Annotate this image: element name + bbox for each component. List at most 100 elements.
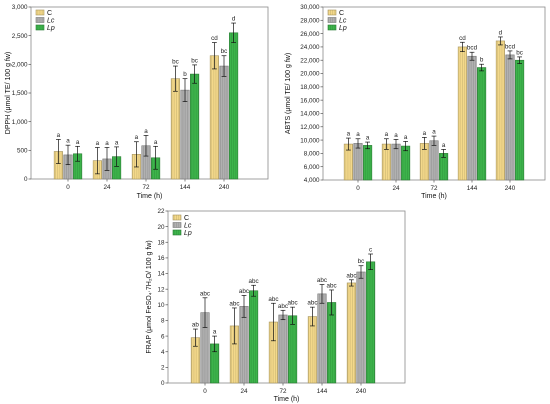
legend-swatch-lc	[35, 17, 45, 23]
x-tick-label: 0	[66, 184, 70, 191]
y-tick-label: 0	[161, 380, 165, 387]
significance-letter: bc	[191, 57, 198, 64]
y-tick-label: 18	[157, 239, 165, 246]
y-axis-title: ABTS (μmol TE/ 100 g fw)	[285, 53, 292, 134]
significance-letter: a	[404, 134, 408, 141]
significance-letter: abc	[346, 272, 356, 279]
y-tick-label: 22	[157, 208, 165, 215]
significance-letter: a	[154, 139, 158, 146]
x-tick-label: 144	[317, 388, 328, 395]
legend-label-lc: Lc	[47, 18, 55, 25]
bar-c-240	[495, 40, 505, 181]
y-tick-label: 30,000	[300, 4, 320, 11]
legend-swatch-c	[327, 9, 337, 16]
significance-letter: a	[96, 140, 100, 147]
x-tick-label: 240	[356, 388, 367, 395]
significance-letter: bcd	[467, 45, 478, 52]
significance-letter: a	[115, 139, 119, 146]
y-tick-label: 6,000	[304, 164, 320, 171]
x-axis-title: Time (h)	[421, 193, 447, 200]
significance-letter: abc	[200, 290, 210, 297]
y-tick-label: 26,000	[300, 31, 320, 38]
y-tick-label: 500	[17, 148, 28, 155]
y-tick-label: 22,000	[300, 57, 320, 64]
x-tick-label: 72	[142, 184, 150, 191]
legend-swatch-c	[172, 214, 182, 221]
frap-chart: 02468101214161820220ababca24abcabcabc72a…	[146, 208, 406, 403]
significance-letter: c	[369, 247, 372, 254]
significance-letter: a	[66, 138, 70, 145]
significance-letter: bcd	[505, 43, 516, 50]
legend-swatch-lc	[172, 222, 182, 228]
x-tick-label: 240	[505, 185, 516, 192]
legend-label-c: C	[339, 10, 344, 17]
significance-letter: a	[366, 135, 370, 142]
x-axis-title: Time (h)	[274, 396, 300, 403]
significance-letter: abc	[239, 288, 249, 295]
x-tick-label: 24	[240, 388, 248, 395]
bar-lc-144	[317, 293, 327, 384]
y-tick-label: 6	[161, 333, 165, 340]
legend-swatch-lp	[172, 229, 182, 236]
bar-lc-144	[467, 55, 477, 181]
significance-letter: a	[144, 128, 148, 135]
significance-letter: abc	[327, 282, 337, 289]
bar-lc-240	[356, 271, 366, 384]
significance-letter: a	[385, 131, 389, 138]
significance-letter: a	[423, 130, 427, 137]
significance-letter: bc	[172, 59, 179, 66]
significance-letter: a	[57, 132, 61, 139]
significance-letter: cd	[459, 35, 466, 42]
x-tick-label: 0	[203, 388, 207, 395]
y-tick-label: 8	[161, 318, 165, 325]
significance-letter: a	[442, 142, 446, 149]
x-tick-label: 72	[430, 185, 438, 192]
x-tick-label: 240	[219, 184, 230, 191]
y-tick-label: 24,000	[300, 44, 320, 51]
bar-lp-24	[401, 145, 411, 181]
bar-lc-72	[278, 314, 288, 384]
bar-lc-240	[219, 65, 229, 180]
significance-letter: abc	[278, 303, 288, 310]
bar-lp-240	[515, 59, 525, 181]
bar-lp-144	[477, 67, 487, 181]
legend-swatch-lp	[35, 24, 45, 31]
legend-label-lc: Lc	[184, 223, 192, 230]
y-tick-label: 14,000	[300, 111, 320, 118]
significance-letter: ab	[192, 322, 200, 329]
significance-letter: d	[232, 16, 236, 23]
bar-lp-240	[229, 32, 239, 180]
significance-letter: cd	[211, 35, 218, 42]
y-tick-label: 2,000	[12, 62, 28, 69]
bar-lc-72	[429, 140, 439, 181]
bar-lc-24	[391, 143, 401, 181]
significance-letter: bc	[358, 258, 365, 265]
significance-letter: abc	[307, 300, 317, 307]
legend-swatch-lc	[327, 17, 337, 23]
y-tick-label: 8,000	[304, 151, 320, 158]
legend-label-lp: Lp	[184, 230, 192, 237]
bar-lp-72	[288, 315, 298, 384]
x-tick-label: 144	[180, 184, 191, 191]
legend-swatch-lp	[327, 24, 337, 31]
bar-lc-144	[180, 89, 190, 180]
y-tick-label: 10,000	[300, 137, 320, 144]
y-tick-label: 4,000	[304, 177, 320, 184]
legend-swatch-c	[35, 9, 45, 16]
significance-letter: a	[347, 131, 351, 138]
y-tick-label: 20,000	[300, 71, 320, 78]
y-tick-label: 16,000	[300, 97, 320, 104]
significance-letter: a	[135, 134, 139, 141]
legend-label-lp: Lp	[339, 25, 347, 32]
y-tick-label: 4	[161, 349, 165, 356]
bar-c-144	[457, 46, 467, 181]
y-axis-title: DPPH (μmol TE/ 100 g fw)	[5, 52, 12, 134]
significance-letter: bc	[221, 48, 228, 55]
significance-letter: abc	[288, 300, 298, 307]
significance-letter: a	[356, 131, 360, 138]
significance-letter: a	[213, 329, 217, 336]
y-tick-label: 1,500	[12, 90, 28, 97]
y-tick-label: 2	[161, 365, 165, 372]
